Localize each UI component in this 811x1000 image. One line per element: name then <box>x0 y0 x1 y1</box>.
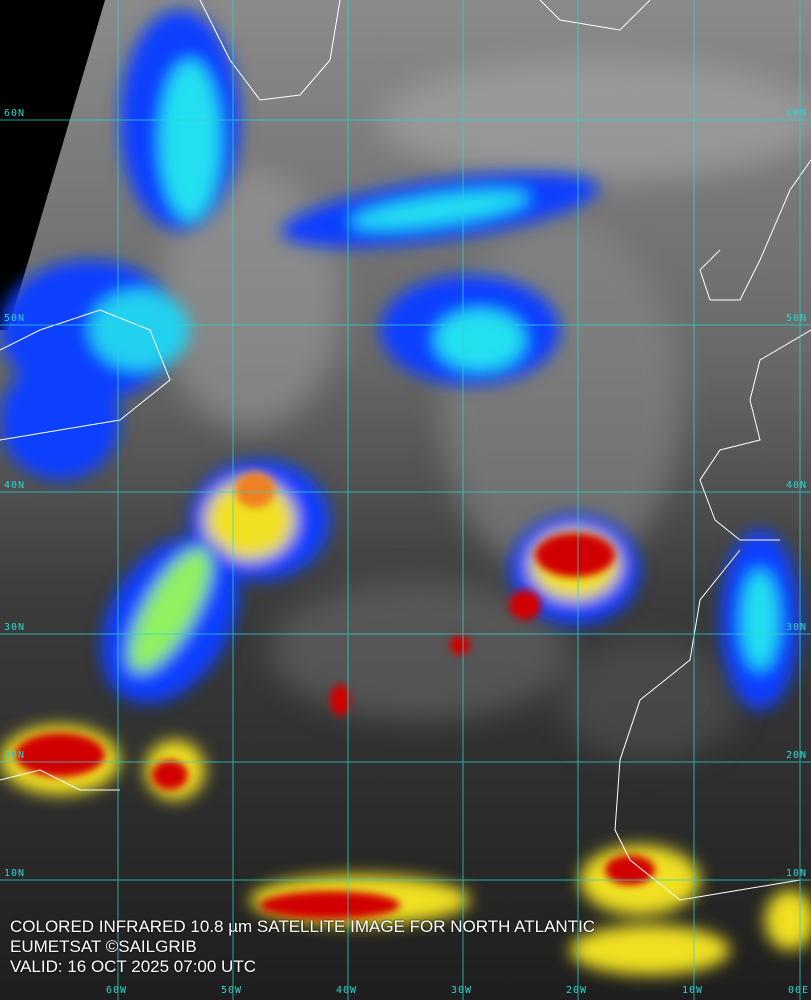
longitude-label: 30W <box>451 985 473 996</box>
convective-cores <box>15 472 655 919</box>
caption-title: COLORED INFRARED 10.8 µm SATELLITE IMAGE… <box>10 917 596 936</box>
latitude-label-right: 30N <box>786 622 808 633</box>
latitude-label-right: 40N <box>786 480 808 491</box>
coastlines <box>0 0 811 901</box>
longitude-label: 40W <box>336 985 358 996</box>
latitude-label-right: 50N <box>786 313 808 324</box>
latitude-label-right: 60N <box>786 108 808 119</box>
latitude-label-left: 20N <box>4 750 26 761</box>
latitude-label-left: 50N <box>4 313 26 324</box>
latitude-label-left: 40N <box>4 480 26 491</box>
longitude-label: 50W <box>221 985 243 996</box>
latitude-label-left: 10N <box>4 868 26 879</box>
latitude-label-right: 20N <box>786 750 808 761</box>
longitude-label: 00E <box>788 985 810 996</box>
longitude-label: 10W <box>682 985 704 996</box>
longitude-label: 60W <box>106 985 128 996</box>
cloud-tops <box>0 10 811 975</box>
latitude-label-right: 10N <box>786 868 808 879</box>
latitude-label-left: 30N <box>4 622 26 633</box>
no-data-area <box>0 0 105 330</box>
caption-valid-time: VALID: 16 OCT 2025 07:00 UTC <box>10 957 256 976</box>
caption-credit: EUMETSAT ©SAILGRIB <box>10 937 197 956</box>
longitude-label: 20W <box>566 985 588 996</box>
latitude-label-left: 60N <box>4 108 26 119</box>
